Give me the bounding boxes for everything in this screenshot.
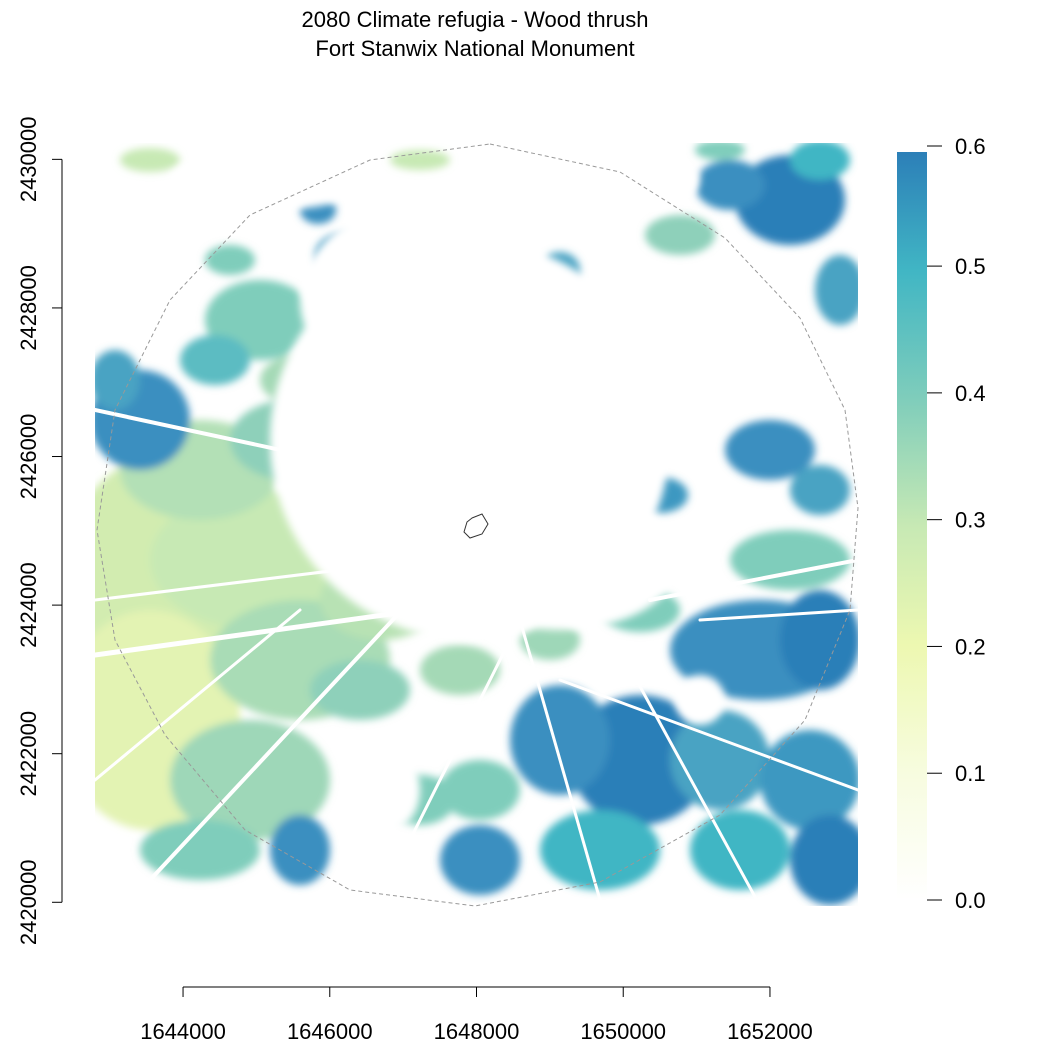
- x-tick-label: 1648000: [434, 1019, 520, 1044]
- x-tick-label: 1652000: [727, 1019, 813, 1044]
- map-title-line1: 2080 Climate refugia - Wood thrush: [302, 7, 649, 32]
- legend-tick-label: 0.2: [955, 634, 986, 659]
- y-axis: 2420000 2422000 2424000 2426000 2428000 24300…: [16, 117, 63, 945]
- y-tick-label: 2422000: [16, 711, 41, 797]
- x-tick-label: 1646000: [287, 1019, 373, 1044]
- x-tick-label: 1644000: [140, 1019, 226, 1044]
- legend-tick-label: 0.5: [955, 254, 986, 279]
- legend-ticks: 0.0 0.1 0.2 0.3 0.4 0.5 0.6: [927, 134, 986, 913]
- legend-tick-label: 0.1: [955, 761, 986, 786]
- buffer-boundary: [96, 143, 859, 907]
- park-boundary: [463, 513, 489, 539]
- x-axis: 1644000 1646000 1648000 1650000 1652000: [140, 986, 813, 1044]
- y-tick-label: 2426000: [16, 414, 41, 500]
- legend-tick-label: 0.0: [955, 888, 986, 913]
- y-tick-label: 2430000: [16, 117, 41, 203]
- legend: 0.0 0.1 0.2 0.3 0.4 0.5 0.6: [897, 134, 986, 913]
- raster-layer: [95, 143, 858, 906]
- y-tick-label: 2424000: [16, 562, 41, 648]
- legend-tick-label: 0.4: [955, 381, 986, 406]
- x-tick-label: 1650000: [580, 1019, 666, 1044]
- legend-tick-label: 0.6: [955, 134, 986, 159]
- legend-colorbar: [897, 152, 927, 900]
- legend-tick-label: 0.3: [955, 508, 986, 533]
- map-title-line2: Fort Stanwix National Monument: [315, 36, 634, 61]
- y-tick-label: 2420000: [16, 859, 41, 945]
- y-tick-label: 2428000: [16, 265, 41, 351]
